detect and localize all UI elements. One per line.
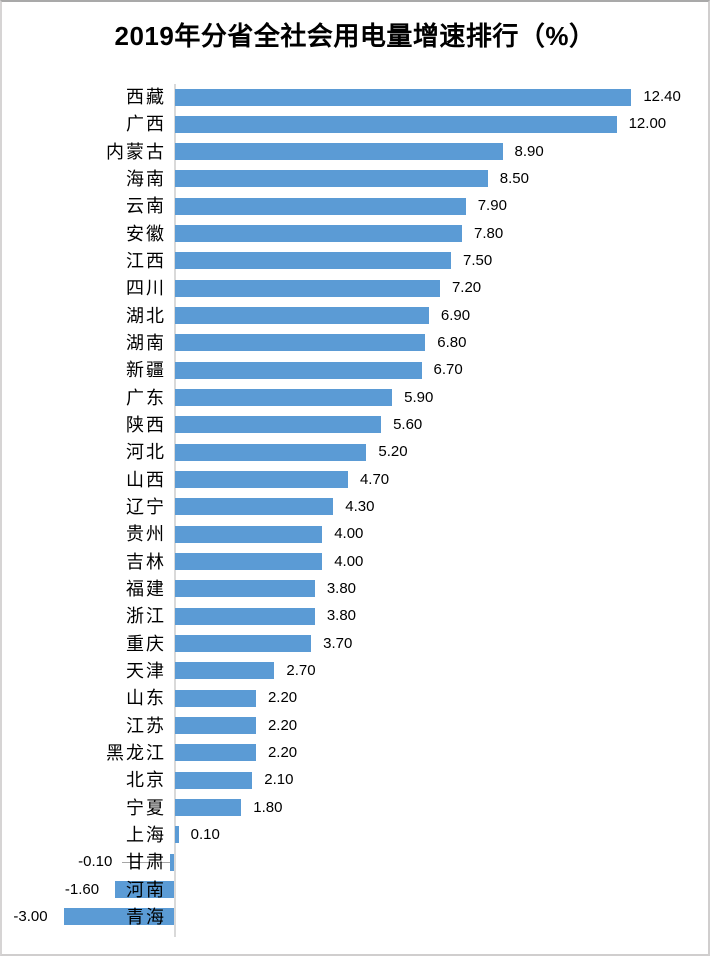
value-label-青海: -3.00: [13, 907, 48, 925]
value-label-重庆: 3.70: [323, 634, 353, 652]
value-label-陕西: 5.60: [393, 415, 423, 433]
bar-重庆: [175, 635, 312, 653]
bar-江苏: [175, 717, 256, 735]
category-label-河北: 河北: [126, 442, 166, 463]
category-label-湖北: 湖北: [126, 305, 166, 326]
value-label-云南: 7.90: [477, 197, 507, 215]
category-label-青海: 青海: [126, 906, 166, 927]
category-label-广西: 广西: [126, 114, 166, 135]
category-label-黑龙江: 黑龙江: [106, 742, 166, 763]
bar-四川: [175, 279, 440, 297]
category-label-湖南: 湖南: [126, 332, 166, 353]
value-label-湖南: 6.80: [437, 333, 467, 351]
value-label-广东: 5.90: [404, 388, 434, 406]
value-label-辽宁: 4.30: [345, 497, 375, 515]
bar-新疆: [175, 361, 422, 379]
bar-贵州: [175, 525, 323, 543]
value-label-天津: 2.70: [286, 661, 316, 679]
bar-上海: [175, 826, 179, 844]
category-label-甘肃: 甘肃: [126, 852, 166, 873]
category-label-广东: 广东: [126, 387, 166, 408]
category-label-北京: 北京: [126, 770, 166, 791]
value-label-山西: 4.70: [359, 470, 390, 488]
bar-安徽: [175, 225, 463, 243]
category-label-上海: 上海: [126, 824, 166, 845]
category-label-浙江: 浙江: [126, 606, 166, 627]
bar-湖北: [175, 307, 429, 325]
category-label-安徽: 安徽: [126, 223, 166, 244]
leader-line: [122, 862, 171, 864]
category-label-河南: 河南: [126, 879, 166, 900]
value-label-宁夏: 1.80: [253, 798, 283, 816]
category-label-宁夏: 宁夏: [126, 797, 166, 818]
category-label-山东: 山东: [126, 688, 166, 709]
bar-广东: [175, 389, 393, 407]
value-label-山东: 2.20: [267, 689, 298, 707]
chart-title: 2019年分省全社会用电量增速排行（%）: [114, 21, 596, 51]
value-label-浙江: 3.80: [326, 607, 357, 625]
value-label-新疆: 6.70: [433, 361, 463, 379]
bar-吉林: [175, 553, 323, 571]
value-label-吉林: 4.00: [334, 552, 364, 570]
value-label-河北: 5.20: [378, 443, 408, 461]
category-label-西藏: 西藏: [126, 87, 166, 107]
bar-湖南: [175, 334, 426, 352]
value-label-湖北: 6.90: [440, 306, 471, 324]
bar-西藏: [175, 88, 632, 106]
bar-河南: [115, 881, 174, 899]
value-label-西藏: 12.40: [643, 88, 681, 105]
bar-山东: [175, 689, 256, 707]
bar-黑龙江: [175, 744, 256, 762]
category-label-福建: 福建: [126, 578, 166, 599]
bar-云南: [175, 197, 466, 215]
category-label-江西: 江西: [126, 250, 166, 271]
value-label-贵州: 4.00: [334, 525, 364, 543]
value-label-北京: 2.10: [264, 771, 294, 789]
bar-北京: [175, 771, 253, 789]
value-label-江苏: 2.20: [267, 716, 298, 734]
bar-陕西: [175, 416, 382, 434]
category-label-重庆: 重庆: [126, 633, 166, 654]
category-label-四川: 四川: [126, 278, 166, 299]
value-label-广西: 12.00: [628, 115, 667, 133]
category-label-江苏: 江苏: [126, 715, 166, 736]
category-label-内蒙古: 内蒙古: [106, 141, 166, 162]
bar-辽宁: [175, 498, 334, 516]
category-label-天津: 天津: [126, 660, 166, 681]
bar-山西: [175, 471, 348, 489]
category-label-山西: 山西: [126, 469, 166, 490]
category-label-新疆: 新疆: [126, 360, 166, 381]
bar-甘肃: [170, 853, 174, 871]
value-label-海南: 8.50: [499, 169, 529, 187]
value-label-内蒙古: 8.90: [514, 142, 544, 160]
bar-宁夏: [175, 799, 242, 817]
bar-天津: [175, 662, 275, 680]
value-label-甘肃: -0.10: [78, 853, 113, 871]
category-label-陕西: 陕西: [126, 414, 166, 435]
bar-海南: [175, 170, 488, 188]
bar-青海: [63, 908, 174, 926]
value-label-江西: 7.50: [463, 251, 493, 269]
category-label-海南: 海南: [126, 168, 166, 189]
value-label-黑龙江: 2.20: [267, 743, 298, 761]
bar-江西: [175, 252, 451, 270]
bar-浙江: [175, 607, 315, 625]
category-label-云南: 云南: [126, 196, 166, 217]
value-label-安徽: 7.80: [474, 224, 504, 242]
bar-广西: [175, 115, 617, 133]
category-label-辽宁: 辽宁: [126, 496, 166, 517]
value-label-福建: 3.80: [326, 579, 357, 597]
value-label-四川: 7.20: [451, 279, 482, 297]
bar-福建: [175, 580, 315, 598]
bar-内蒙古: [175, 143, 503, 161]
value-label-上海: 0.10: [190, 825, 220, 843]
bar-河北: [175, 443, 367, 461]
category-label-贵州: 贵州: [126, 524, 166, 545]
category-label-吉林: 吉林: [126, 551, 166, 572]
value-label-河南: -1.60: [64, 880, 100, 898]
